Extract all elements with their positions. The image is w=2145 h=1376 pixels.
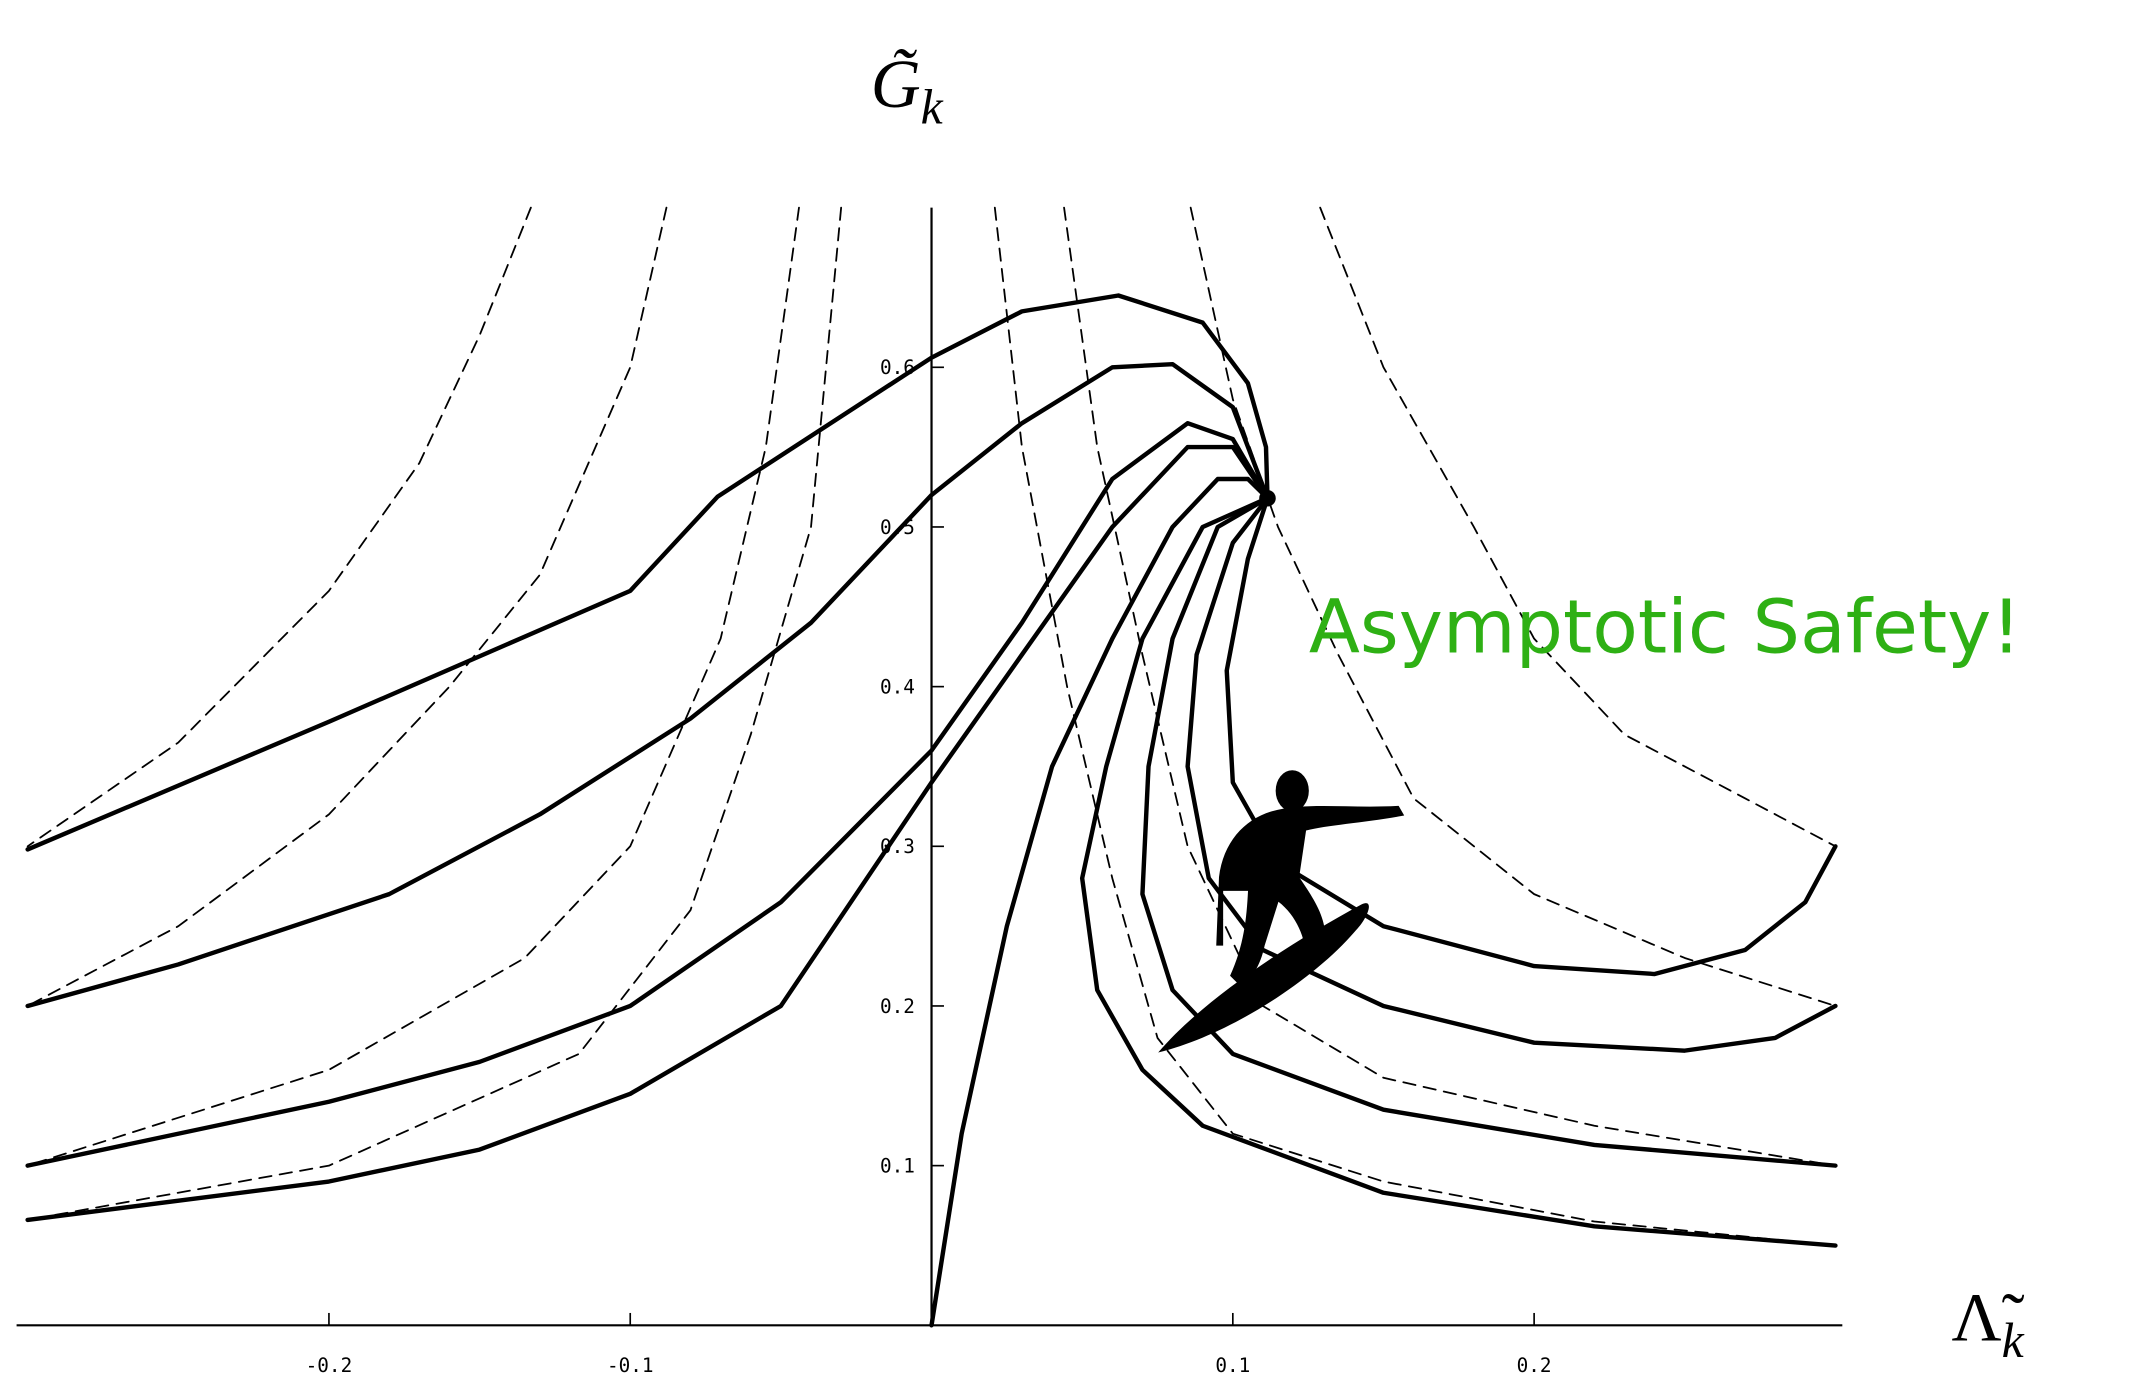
dashed-trajectory	[28, 208, 667, 1006]
x-tick-label: -0.1	[607, 1354, 654, 1376]
solid-trajectory	[28, 364, 1268, 1006]
solid-trajectory	[28, 447, 1268, 1220]
y-tick-label: 0.4	[880, 676, 915, 699]
x-tick-label: 0.2	[1517, 1354, 1552, 1376]
chart: G̃k Λ̃k -0.2-0.10.10.20.10.20.30.40.50.6…	[0, 0, 2145, 1376]
surfer-head	[1276, 770, 1309, 811]
x-tick-label: -0.2	[306, 1354, 353, 1376]
fixed-point	[1259, 490, 1276, 506]
solid-trajectory	[28, 423, 1268, 1165]
dashed-trajectory	[28, 208, 531, 847]
x-axis-label: Λ̃k	[1952, 1280, 2025, 1368]
y-axis-label-sub: k	[921, 80, 944, 135]
x-tick-label: 0.1	[1215, 1354, 1250, 1376]
solid-trajectory	[1227, 498, 1836, 974]
dashed-trajectory	[1320, 208, 1835, 847]
y-axis-label-main: G̃	[871, 46, 921, 122]
x-axis-label-sub: k	[2002, 1313, 2025, 1368]
y-tick-label: 0.1	[880, 1155, 915, 1178]
solid-trajectory	[932, 479, 1268, 1325]
dashed-trajectory	[995, 208, 1836, 1246]
dashed-trajectory	[28, 208, 841, 1220]
annotation: Asymptotic Safety!	[1309, 584, 2021, 671]
y-tick-label: 0.6	[880, 356, 915, 379]
y-axis-label: G̃k	[871, 46, 944, 134]
y-tick-label: 0.2	[880, 995, 915, 1018]
